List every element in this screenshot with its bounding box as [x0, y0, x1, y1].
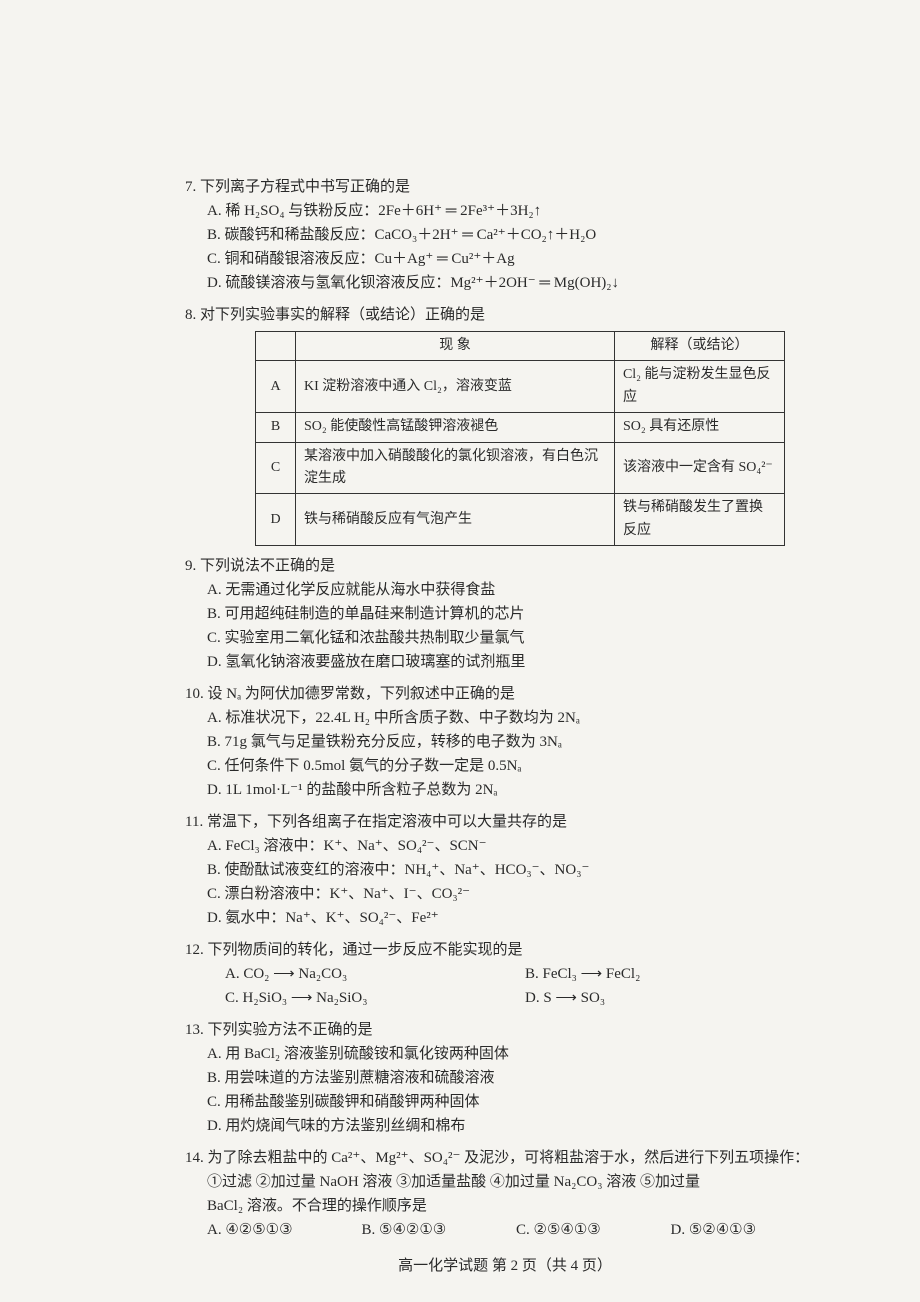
q11-option-c: C. 漂白粉溶液中：K⁺、Na⁺、I⁻、CO₃²⁻ [185, 882, 825, 906]
q8-row-a-explain: Cl₂ 能与淀粉发生显色反应 [614, 361, 784, 413]
q8-row-d-label: D [256, 494, 296, 546]
q14-stem: 14. 为了除去粗盐中的 Ca²⁺、Mg²⁺、SO₄²⁻ 及泥沙，可将粗盐溶于水… [185, 1146, 825, 1170]
q8-th-blank [256, 332, 296, 361]
q10-option-b: B. 71g 氯气与足量铁粉充分反应，转移的电子数为 3Nₐ [185, 730, 825, 754]
q8-row-a-phenom: KI 淀粉溶液中通入 Cl₂，溶液变蓝 [296, 361, 615, 413]
q8-row-b-explain: SO₂ 具有还原性 [614, 413, 784, 442]
q13-stem: 13. 下列实验方法不正确的是 [185, 1018, 825, 1042]
q10-stem: 10. 设 Nₐ 为阿伏加德罗常数，下列叙述中正确的是 [185, 682, 825, 706]
q13-option-d: D. 用灼烧闻气味的方法鉴别丝绸和棉布 [185, 1114, 825, 1138]
q12-option-c: C. H₂SiO₃ ⟶ Na₂SiO₃ [225, 986, 525, 1010]
q8-th-phenom: 现 象 [296, 332, 615, 361]
q9-option-a: A. 无需通过化学反应就能从海水中获得食盐 [185, 578, 825, 602]
q9-option-c: C. 实验室用二氧化锰和浓盐酸共热制取少量氯气 [185, 626, 825, 650]
question-11: 11. 常温下，下列各组离子在指定溶液中可以大量共存的是 A. FeCl₃ 溶液… [185, 810, 825, 930]
q14-option-a: A. ④②⑤①③ [207, 1218, 362, 1242]
q7-option-b: B. 碳酸钙和稀盐酸反应：CaCO₃＋2H⁺ ═ Ca²⁺＋CO₂↑＋H₂O [185, 223, 825, 247]
q14-steps2: BaCl₂ 溶液。不合理的操作顺序是 [185, 1194, 825, 1218]
q7-option-d: D. 硫酸镁溶液与氢氧化钡溶液反应：Mg²⁺＋2OH⁻ ═ Mg(OH)₂↓ [185, 271, 825, 295]
q8-row-c-explain: 该溶液中一定含有 SO₄²⁻ [614, 442, 784, 494]
q14-option-c: C. ②⑤④①③ [516, 1218, 671, 1242]
q11-stem: 11. 常温下，下列各组离子在指定溶液中可以大量共存的是 [185, 810, 825, 834]
question-10: 10. 设 Nₐ 为阿伏加德罗常数，下列叙述中正确的是 A. 标准状况下，22.… [185, 682, 825, 802]
q9-option-b: B. 可用超纯硅制造的单晶硅来制造计算机的芯片 [185, 602, 825, 626]
question-14: 14. 为了除去粗盐中的 Ca²⁺、Mg²⁺、SO₄²⁻ 及泥沙，可将粗盐溶于水… [185, 1146, 825, 1242]
q14-steps: ①过滤 ②加过量 NaOH 溶液 ③加适量盐酸 ④加过量 Na₂CO₃ 溶液 ⑤… [185, 1170, 825, 1194]
q12-option-b: B. FeCl₃ ⟶ FeCl₂ [525, 962, 825, 986]
q13-option-a: A. 用 BaCl₂ 溶液鉴别硫酸铵和氯化铵两种固体 [185, 1042, 825, 1066]
q12-option-a: A. CO₂ ⟶ Na₂CO₃ [225, 962, 525, 986]
question-9: 9. 下列说法不正确的是 A. 无需通过化学反应就能从海水中获得食盐 B. 可用… [185, 554, 825, 674]
q9-option-d: D. 氢氧化钠溶液要盛放在磨口玻璃塞的试剂瓶里 [185, 650, 825, 674]
q13-option-c: C. 用稀盐酸鉴别碳酸钾和硝酸钾两种固体 [185, 1090, 825, 1114]
q14-option-b: B. ⑤④②①③ [362, 1218, 517, 1242]
question-12: 12. 下列物质间的转化，通过一步反应不能实现的是 A. CO₂ ⟶ Na₂CO… [185, 938, 825, 1010]
q8-row-c-label: C [256, 442, 296, 494]
question-8: 8. 对下列实验事实的解释（或结论）正确的是 现 象 解释（或结论） A KI … [185, 303, 825, 546]
q8-row-d-explain: 铁与稀硝酸发生了置换反应 [614, 494, 784, 546]
q9-stem: 9. 下列说法不正确的是 [185, 554, 825, 578]
q11-option-a: A. FeCl₃ 溶液中：K⁺、Na⁺、SO₄²⁻、SCN⁻ [185, 834, 825, 858]
q8-row-a-label: A [256, 361, 296, 413]
q13-option-b: B. 用尝味道的方法鉴别蔗糖溶液和硫酸溶液 [185, 1066, 825, 1090]
page-footer: 高一化学试题 第 2 页（共 4 页） [185, 1254, 825, 1278]
question-7: 7. 下列离子方程式中书写正确的是 A. 稀 H₂SO₄ 与铁粉反应：2Fe＋6… [185, 175, 825, 295]
q7-option-c: C. 铜和硝酸银溶液反应：Cu＋Ag⁺ ═ Cu²⁺＋Ag [185, 247, 825, 271]
q8-table: 现 象 解释（或结论） A KI 淀粉溶液中通入 Cl₂，溶液变蓝 Cl₂ 能与… [255, 331, 785, 546]
q7-option-a: A. 稀 H₂SO₄ 与铁粉反应：2Fe＋6H⁺ ═ 2Fe³⁺＋3H₂↑ [185, 199, 825, 223]
q10-option-d: D. 1L 1mol·L⁻¹ 的盐酸中所含粒子总数为 2Nₐ [185, 778, 825, 802]
q10-option-c: C. 任何条件下 0.5mol 氨气的分子数一定是 0.5Nₐ [185, 754, 825, 778]
q8-row-b-phenom: SO₂ 能使酸性高锰酸钾溶液褪色 [296, 413, 615, 442]
q8-row-b-label: B [256, 413, 296, 442]
q11-option-b: B. 使酚酞试液变红的溶液中：NH₄⁺、Na⁺、HCO₃⁻、NO₃⁻ [185, 858, 825, 882]
q8-row-c-phenom: 某溶液中加入硝酸酸化的氯化钡溶液，有白色沉淀生成 [296, 442, 615, 494]
q7-stem: 7. 下列离子方程式中书写正确的是 [185, 175, 825, 199]
q12-option-d: D. S ⟶ SO₃ [525, 986, 825, 1010]
q14-option-d: D. ⑤②④①③ [671, 1218, 826, 1242]
q11-option-d: D. 氨水中：Na⁺、K⁺、SO₄²⁻、Fe²⁺ [185, 906, 825, 930]
q10-option-a: A. 标准状况下，22.4L H₂ 中所含质子数、中子数均为 2Nₐ [185, 706, 825, 730]
q8-row-d-phenom: 铁与稀硝酸反应有气泡产生 [296, 494, 615, 546]
q12-stem: 12. 下列物质间的转化，通过一步反应不能实现的是 [185, 938, 825, 962]
question-13: 13. 下列实验方法不正确的是 A. 用 BaCl₂ 溶液鉴别硫酸铵和氯化铵两种… [185, 1018, 825, 1138]
q8-th-explain: 解释（或结论） [614, 332, 784, 361]
q8-stem: 8. 对下列实验事实的解释（或结论）正确的是 [185, 303, 825, 327]
